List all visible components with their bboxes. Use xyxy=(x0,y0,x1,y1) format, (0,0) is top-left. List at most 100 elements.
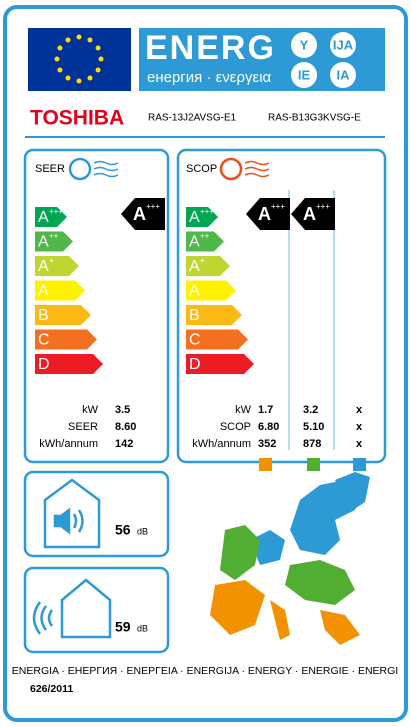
outdoor-noise-value: 59 xyxy=(115,619,131,635)
energy-word: ENERG xyxy=(145,29,276,67)
indoor-noise-unit: dB xyxy=(137,526,148,536)
class-arrow xyxy=(186,256,230,276)
heating-label: SCOP xyxy=(186,163,217,175)
suffix-text: IA xyxy=(337,67,351,82)
class-arrow xyxy=(186,329,248,350)
row-label: SCOP xyxy=(220,421,251,433)
class-letter: C xyxy=(189,332,201,349)
class-arrow xyxy=(35,256,79,276)
row-value: 1.7 xyxy=(258,404,273,416)
row-label: SEER xyxy=(68,421,98,433)
fan-icon xyxy=(68,157,270,181)
rating-arrow xyxy=(291,198,335,230)
class-letter: A xyxy=(189,283,200,300)
star xyxy=(87,75,93,81)
row-value: 8.60 xyxy=(115,421,136,433)
class-arrow xyxy=(186,305,242,325)
row-value: 5.10 xyxy=(303,421,324,433)
suffix-text: IE xyxy=(298,67,311,82)
brand: TOSHIBA xyxy=(30,107,124,130)
rating-sup: +++ xyxy=(146,202,160,211)
class-letter: A xyxy=(189,209,200,226)
eu-stars xyxy=(54,34,104,84)
class-arrow xyxy=(35,354,103,374)
class-sup: ++ xyxy=(49,232,59,241)
rating-sup: +++ xyxy=(316,202,330,211)
star xyxy=(76,78,82,84)
class-letter: A xyxy=(38,234,49,251)
class-sup: + xyxy=(200,256,205,265)
class-arrow xyxy=(186,280,236,301)
class-letter: A xyxy=(189,258,200,275)
indoor-noise-panel xyxy=(23,470,170,558)
class-arrow xyxy=(186,207,218,227)
cooling-panel xyxy=(23,148,170,464)
footer-languages: ENERGIA · ЕНЕРГИЯ · ΕΝΕΡΓΕΙΑ · ENERGIJA … xyxy=(12,665,398,677)
zone-average xyxy=(307,458,320,471)
row-label: kW xyxy=(235,404,252,416)
outdoor-noise-panel xyxy=(23,566,170,654)
suffix-badge xyxy=(330,32,356,58)
star xyxy=(54,56,60,62)
class-arrow xyxy=(35,329,97,350)
class-arrow xyxy=(35,280,85,301)
class-letter: A xyxy=(38,283,49,300)
suffix-text: IJA xyxy=(333,37,354,52)
row-value: 878 xyxy=(303,438,321,450)
class-letter: D xyxy=(189,356,201,373)
class-letter: B xyxy=(189,307,200,324)
star xyxy=(65,75,71,81)
energy-subtitle: енергия · ενεργεια xyxy=(147,69,272,86)
star xyxy=(76,34,82,40)
star xyxy=(98,56,104,62)
star xyxy=(95,45,101,51)
cooling-label: SEER xyxy=(35,163,65,175)
rating-letter: A xyxy=(133,204,146,224)
class-letter: A xyxy=(38,209,49,226)
class-letter: A xyxy=(38,258,49,275)
rating-arrow xyxy=(246,198,290,230)
suffix-badge xyxy=(291,32,317,58)
class-letter: D xyxy=(38,356,50,373)
row-label: kWh/annum xyxy=(192,438,251,450)
class-sup: + xyxy=(49,256,54,265)
row-value: x xyxy=(356,421,363,433)
class-letter: B xyxy=(38,307,49,324)
indoor-noise-value: 56 xyxy=(115,522,131,538)
row-value: x xyxy=(356,404,363,416)
noise-icons xyxy=(32,478,112,639)
row-value: 142 xyxy=(115,438,133,450)
europe-map xyxy=(210,472,370,645)
suffix-text: Y xyxy=(300,37,309,52)
row-value: 3.5 xyxy=(115,404,130,416)
class-sup: +++ xyxy=(49,207,63,216)
model: RAS-13J2AVSG-E1 xyxy=(148,113,237,124)
row-value: x xyxy=(356,438,363,450)
class-letter: C xyxy=(38,332,50,349)
star xyxy=(95,67,101,73)
star xyxy=(87,37,93,43)
class-letter: A xyxy=(189,234,200,251)
class-arrow xyxy=(35,305,91,325)
class-arrow xyxy=(35,231,73,252)
regulation: 626/2011 xyxy=(30,683,73,695)
class-sup: ++ xyxy=(200,232,210,241)
class-arrow xyxy=(35,207,67,227)
zone-colder xyxy=(353,458,366,471)
rating-arrow xyxy=(121,198,165,230)
suffix-badge xyxy=(291,62,317,88)
row-value: 352 xyxy=(258,438,276,450)
row-label: kW xyxy=(82,404,99,416)
rating-letter: A xyxy=(258,204,271,224)
model: RAS-B13G3KVSG-E xyxy=(268,113,361,124)
star xyxy=(65,37,71,43)
heating-panel xyxy=(176,148,387,464)
suffix-badge xyxy=(330,62,356,88)
outdoor-noise-unit: dB xyxy=(137,623,148,633)
rating-sup: +++ xyxy=(271,202,285,211)
rating-letter: A xyxy=(303,204,316,224)
zone-warmer xyxy=(259,458,272,471)
class-arrow xyxy=(186,354,254,374)
